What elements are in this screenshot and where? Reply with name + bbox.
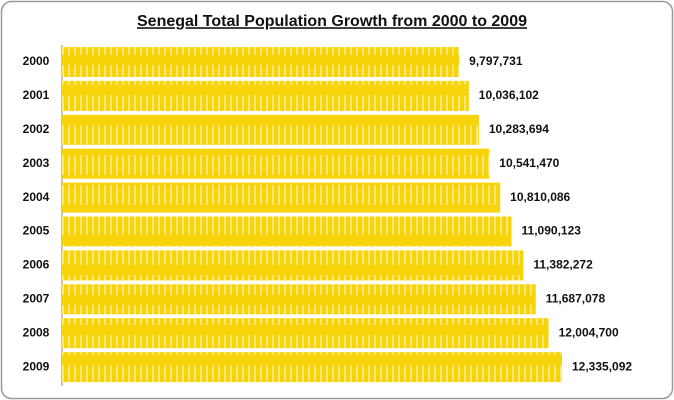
bar-texture	[62, 80, 469, 111]
bar-texture	[62, 318, 549, 349]
bar-texture	[62, 284, 536, 315]
bar-texture	[62, 182, 501, 213]
value-label: 11,090,123	[522, 224, 582, 238]
y-tick-label: 2006	[23, 258, 50, 272]
y-tick-label: 2001	[23, 88, 50, 102]
y-tick-label: 2003	[23, 156, 50, 170]
bar-texture	[62, 352, 562, 383]
value-label: 9,797,731	[469, 54, 523, 68]
value-label: 10,036,102	[479, 88, 539, 102]
value-label: 12,004,700	[559, 325, 619, 339]
bar-texture	[62, 216, 512, 247]
y-tick-label: 2007	[23, 291, 50, 305]
bar-texture	[62, 114, 479, 145]
value-label: 10,810,086	[510, 190, 570, 204]
value-label: 12,335,092	[572, 359, 632, 373]
value-label: 10,541,470	[499, 156, 559, 170]
bar-texture	[62, 148, 490, 179]
y-tick-label: 2008	[23, 325, 50, 339]
y-tick-label: 2002	[23, 122, 50, 136]
chart-title: Senegal Total Population Growth from 200…	[137, 13, 527, 30]
bar-texture	[62, 47, 460, 77]
y-tick-label: 2009	[23, 359, 50, 373]
y-tick-label: 2000	[23, 54, 50, 68]
value-label: 11,382,272	[533, 258, 593, 272]
y-tick-label: 2004	[23, 190, 50, 204]
value-label: 11,687,078	[546, 291, 606, 305]
value-label: 10,283,694	[489, 122, 549, 136]
y-tick-label: 2005	[23, 224, 50, 238]
bar-texture	[62, 250, 524, 281]
